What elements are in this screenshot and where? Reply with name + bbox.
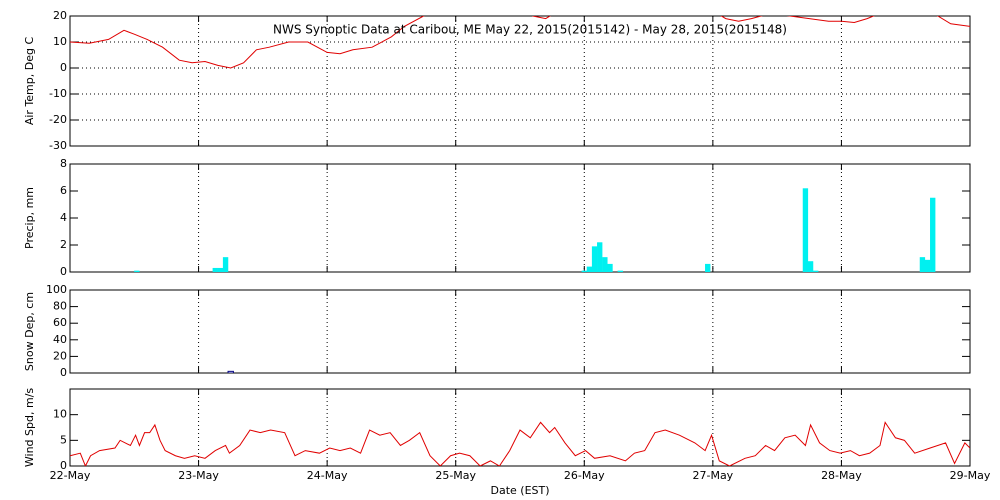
data-line bbox=[70, 421, 970, 466]
bar bbox=[924, 259, 931, 272]
bar bbox=[807, 261, 814, 272]
marks bbox=[70, 421, 970, 466]
chart-title: NWS Synoptic Data at Caribou, ME May 22,… bbox=[273, 23, 787, 37]
bar bbox=[134, 270, 140, 272]
bar bbox=[217, 267, 224, 272]
y-axis-label: Precip, mm bbox=[23, 187, 36, 249]
bar bbox=[591, 246, 598, 272]
bar bbox=[212, 267, 218, 272]
y-tick-label: 0 bbox=[60, 61, 67, 74]
y-tick-label: 0 bbox=[60, 459, 67, 472]
y-tick-label: 60 bbox=[53, 316, 67, 329]
panel: -30 -20 -10 0 10 20 NWS Synoptic Data at Carib… bbox=[23, 9, 971, 152]
y-tick-label: -20 bbox=[49, 113, 67, 126]
y-tick-label: 6 bbox=[60, 184, 67, 197]
x-tick-label: 29-May bbox=[950, 469, 991, 482]
bar bbox=[802, 188, 809, 272]
x-axis-label: Date (EST) bbox=[490, 484, 549, 497]
y-tick-label: 10 bbox=[53, 408, 67, 421]
y-tick-label: 8 bbox=[60, 157, 67, 170]
x-tick-label: 28-May bbox=[821, 469, 862, 482]
y-axis-label: Air Temp, Deg C bbox=[23, 37, 36, 126]
y-tick-label: 40 bbox=[53, 333, 67, 346]
y-tick-label: -10 bbox=[49, 87, 67, 100]
x-tick-label: 23-May bbox=[178, 469, 219, 482]
panel: 0 2 4 6 8 Precip, mm bbox=[23, 157, 971, 278]
y-axis-label: Snow Dep, cm bbox=[23, 292, 36, 371]
data-line bbox=[70, 16, 970, 69]
x-tick-label: 27-May bbox=[692, 469, 733, 482]
marks bbox=[227, 370, 234, 373]
bar bbox=[930, 197, 936, 272]
bar bbox=[919, 257, 926, 272]
y-tick-label: 100 bbox=[46, 283, 67, 296]
y-tick-label: 0 bbox=[60, 366, 67, 379]
bar bbox=[227, 370, 234, 373]
y-tick-label: 5 bbox=[60, 433, 67, 446]
y-tick-label: 20 bbox=[53, 349, 67, 362]
y-tick-label: 4 bbox=[60, 211, 67, 224]
x-tick-label: 22-May bbox=[50, 469, 91, 482]
bar bbox=[597, 242, 603, 272]
x-tick-label: 24-May bbox=[307, 469, 348, 482]
y-axis-label: Wind Spd, m/s bbox=[23, 388, 36, 468]
y-tick-label: 0 bbox=[60, 265, 67, 278]
marks bbox=[70, 16, 970, 69]
bar bbox=[602, 257, 608, 272]
plot-frame bbox=[69, 388, 971, 467]
panel: 0 20 40 60 80 100 Snow Dep, cm bbox=[23, 283, 971, 379]
bar bbox=[813, 270, 819, 272]
panel: 22-May 23-May 24-May 25-May 26-May 27-May 28-M… bbox=[23, 388, 991, 497]
bar bbox=[586, 266, 593, 272]
bar bbox=[617, 270, 623, 272]
bar bbox=[705, 263, 711, 272]
plot-frame bbox=[69, 15, 971, 147]
marks bbox=[134, 188, 936, 272]
y-tick-label: 20 bbox=[53, 9, 67, 22]
bar bbox=[581, 270, 587, 272]
x-tick-label: 25-May bbox=[435, 469, 476, 482]
y-tick-label: -30 bbox=[49, 139, 67, 152]
y-tick-label: 2 bbox=[60, 238, 67, 251]
y-tick-label: 10 bbox=[53, 35, 67, 48]
plot-frame bbox=[69, 163, 971, 273]
bar bbox=[607, 263, 613, 272]
bar bbox=[222, 257, 229, 272]
plot-frame bbox=[69, 289, 971, 374]
x-tick-label: 26-May bbox=[564, 469, 605, 482]
y-tick-label: 80 bbox=[53, 300, 67, 313]
